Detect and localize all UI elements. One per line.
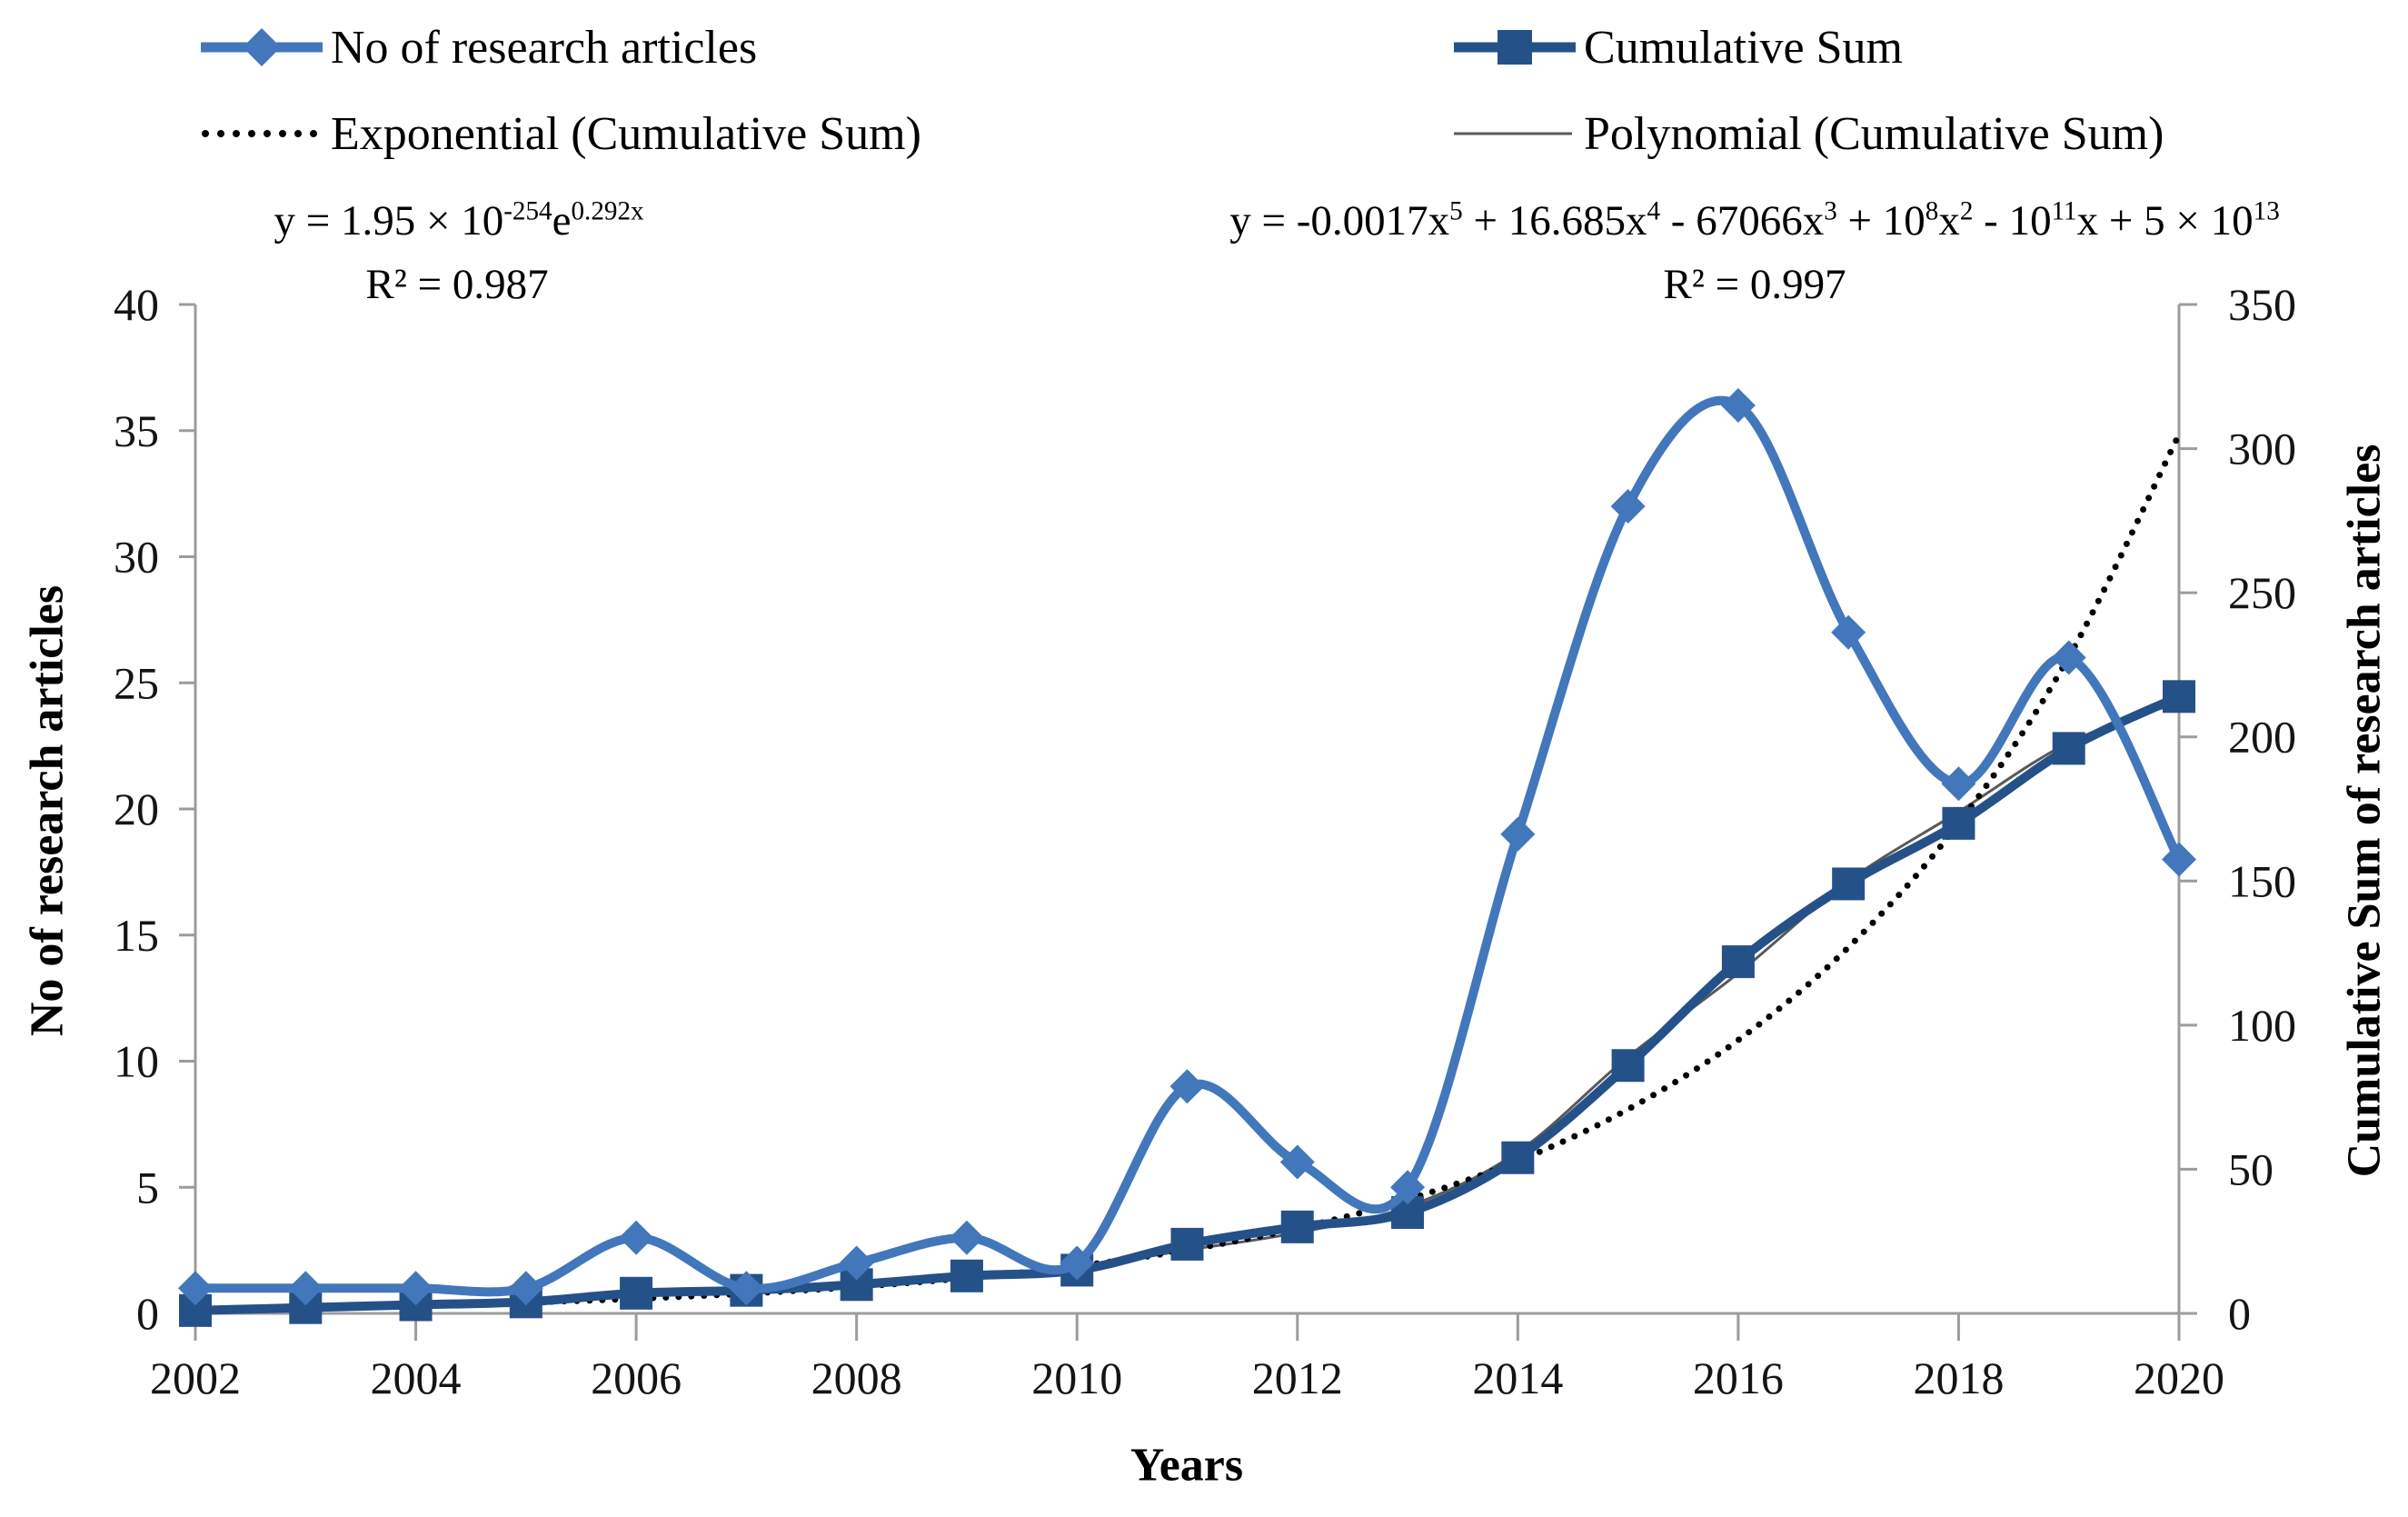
exponential-r-squared: R² = 0.987: [365, 261, 549, 308]
cumulative-sum-marker: [1170, 1227, 1204, 1261]
left-axis-tick-label: 30: [114, 532, 159, 583]
right-axis-tick-label: 350: [2228, 279, 2296, 330]
cumulative-line-marker-icon: [1454, 30, 1576, 65]
legend-item-exponential: Exponential (Cumulative Sum): [198, 108, 921, 160]
articles-marker: [1390, 1170, 1426, 1205]
articles-line-marker-icon: [201, 28, 323, 66]
articles-marker: [398, 1271, 433, 1306]
cumulative-sum-marker: [1832, 867, 1866, 901]
articles-marker: [729, 1271, 764, 1306]
right-axis-tick-label: 50: [2228, 1143, 2274, 1194]
x-axis-tick-label: 2014: [1472, 1352, 1563, 1403]
left-axis-tick-label: 25: [114, 657, 159, 708]
legend-label-polynomial: Polynomial (Cumulative Sum): [1584, 107, 2164, 160]
right-axis-tick-label: 300: [2228, 424, 2296, 474]
left-axis-title: No of research articles: [21, 584, 74, 1037]
x-axis-tick-label: 2008: [811, 1352, 902, 1403]
cumulative-sum-marker: [620, 1276, 653, 1310]
articles-marker: [839, 1245, 874, 1281]
articles-marker: [2051, 640, 2086, 675]
cumulative-sum-marker: [1942, 806, 1975, 840]
right-axis-tick-label: 0: [2228, 1288, 2251, 1339]
left-axis-tick-label: 40: [114, 279, 159, 330]
legend-label-articles: No of research articles: [331, 21, 758, 74]
left-axis-tick-label: 5: [136, 1162, 159, 1213]
articles-marker: [1279, 1144, 1315, 1180]
right-axis-tick-label: 150: [2228, 855, 2296, 906]
articles-marker: [1060, 1245, 1095, 1281]
legend-item-polynomial: Polynomial (Cumulative Sum): [1451, 108, 2164, 160]
articles-line: [191, 395, 2184, 1297]
articles-marker: [178, 1271, 213, 1306]
articles-marker: [1720, 388, 1756, 423]
exponential-trendline: [192, 431, 2183, 1312]
left-axis-tick-label: 35: [114, 405, 159, 456]
cumulative-sum-marker: [2163, 680, 2195, 714]
articles-marker: [508, 1271, 543, 1306]
exponential-equation: y = 1.95 × 10-254e0.292x: [274, 196, 644, 245]
left-axis-tick-label: 15: [114, 910, 159, 961]
legend-item-articles: No of research articles: [198, 22, 757, 74]
x-axis-tick-label: 2004: [371, 1352, 462, 1403]
articles-marker: [1500, 816, 1536, 852]
articles-marker: [949, 1220, 984, 1255]
left-axis-tick-label: 0: [136, 1288, 159, 1339]
x-axis-tick-label: 2020: [2134, 1352, 2224, 1403]
thin-line-icon: [1454, 132, 1572, 135]
left-axis-tick-label: 20: [114, 783, 159, 834]
cumulative-sum-marker: [1611, 1049, 1645, 1083]
cumulative-sum-marker: [950, 1259, 983, 1292]
articles-marker: [2162, 842, 2196, 877]
articles-marker: [288, 1271, 323, 1306]
articles-marker: [1831, 614, 1866, 650]
right-axis-tick-label: 250: [2228, 567, 2296, 618]
right-axis-tick-label: 100: [2228, 1000, 2296, 1051]
x-axis-tick-label: 2006: [591, 1352, 682, 1403]
x-axis-tick-label: 2010: [1031, 1352, 1122, 1403]
x-axis-tick-label: 2018: [1913, 1352, 2004, 1403]
x-axis-title: Years: [1129, 1439, 1244, 1492]
right-axis-title: Cumulative Sum of research articles: [2338, 444, 2391, 1178]
cumulative-sum-marker: [2052, 732, 2085, 765]
right-axis-tick-label: 200: [2228, 712, 2296, 763]
left-axis-tick-label: 10: [114, 1036, 159, 1087]
x-axis-tick-label: 2016: [1693, 1352, 1784, 1403]
cumulative-sum-marker: [1721, 945, 1755, 979]
legend-label-cumulative: Cumulative Sum: [1584, 21, 1903, 74]
polynomial-equation: y = -0.0017x5 + 16.685x4 - 67066x3 + 108…: [1229, 196, 2280, 245]
x-axis-tick-label: 2002: [150, 1352, 241, 1403]
cumulative-sum-line: [191, 692, 2184, 1315]
articles-marker: [1610, 489, 1646, 524]
cumulative-sum-marker: [1280, 1210, 1314, 1243]
polynomial-trendline: [194, 701, 2180, 1310]
articles-marker: [1169, 1069, 1205, 1104]
articles-marker: [619, 1220, 654, 1255]
legend-item-cumulative: Cumulative Sum: [1451, 22, 1903, 74]
articles-marker: [1941, 766, 1976, 802]
polynomial-r-squared: R² = 0.997: [1663, 261, 1846, 308]
cumulative-sum-marker: [1501, 1141, 1535, 1174]
x-axis-tick-label: 2012: [1252, 1352, 1343, 1403]
legend-label-exponential: Exponential (Cumulative Sum): [331, 107, 921, 160]
dotted-line-icon: [202, 130, 323, 137]
